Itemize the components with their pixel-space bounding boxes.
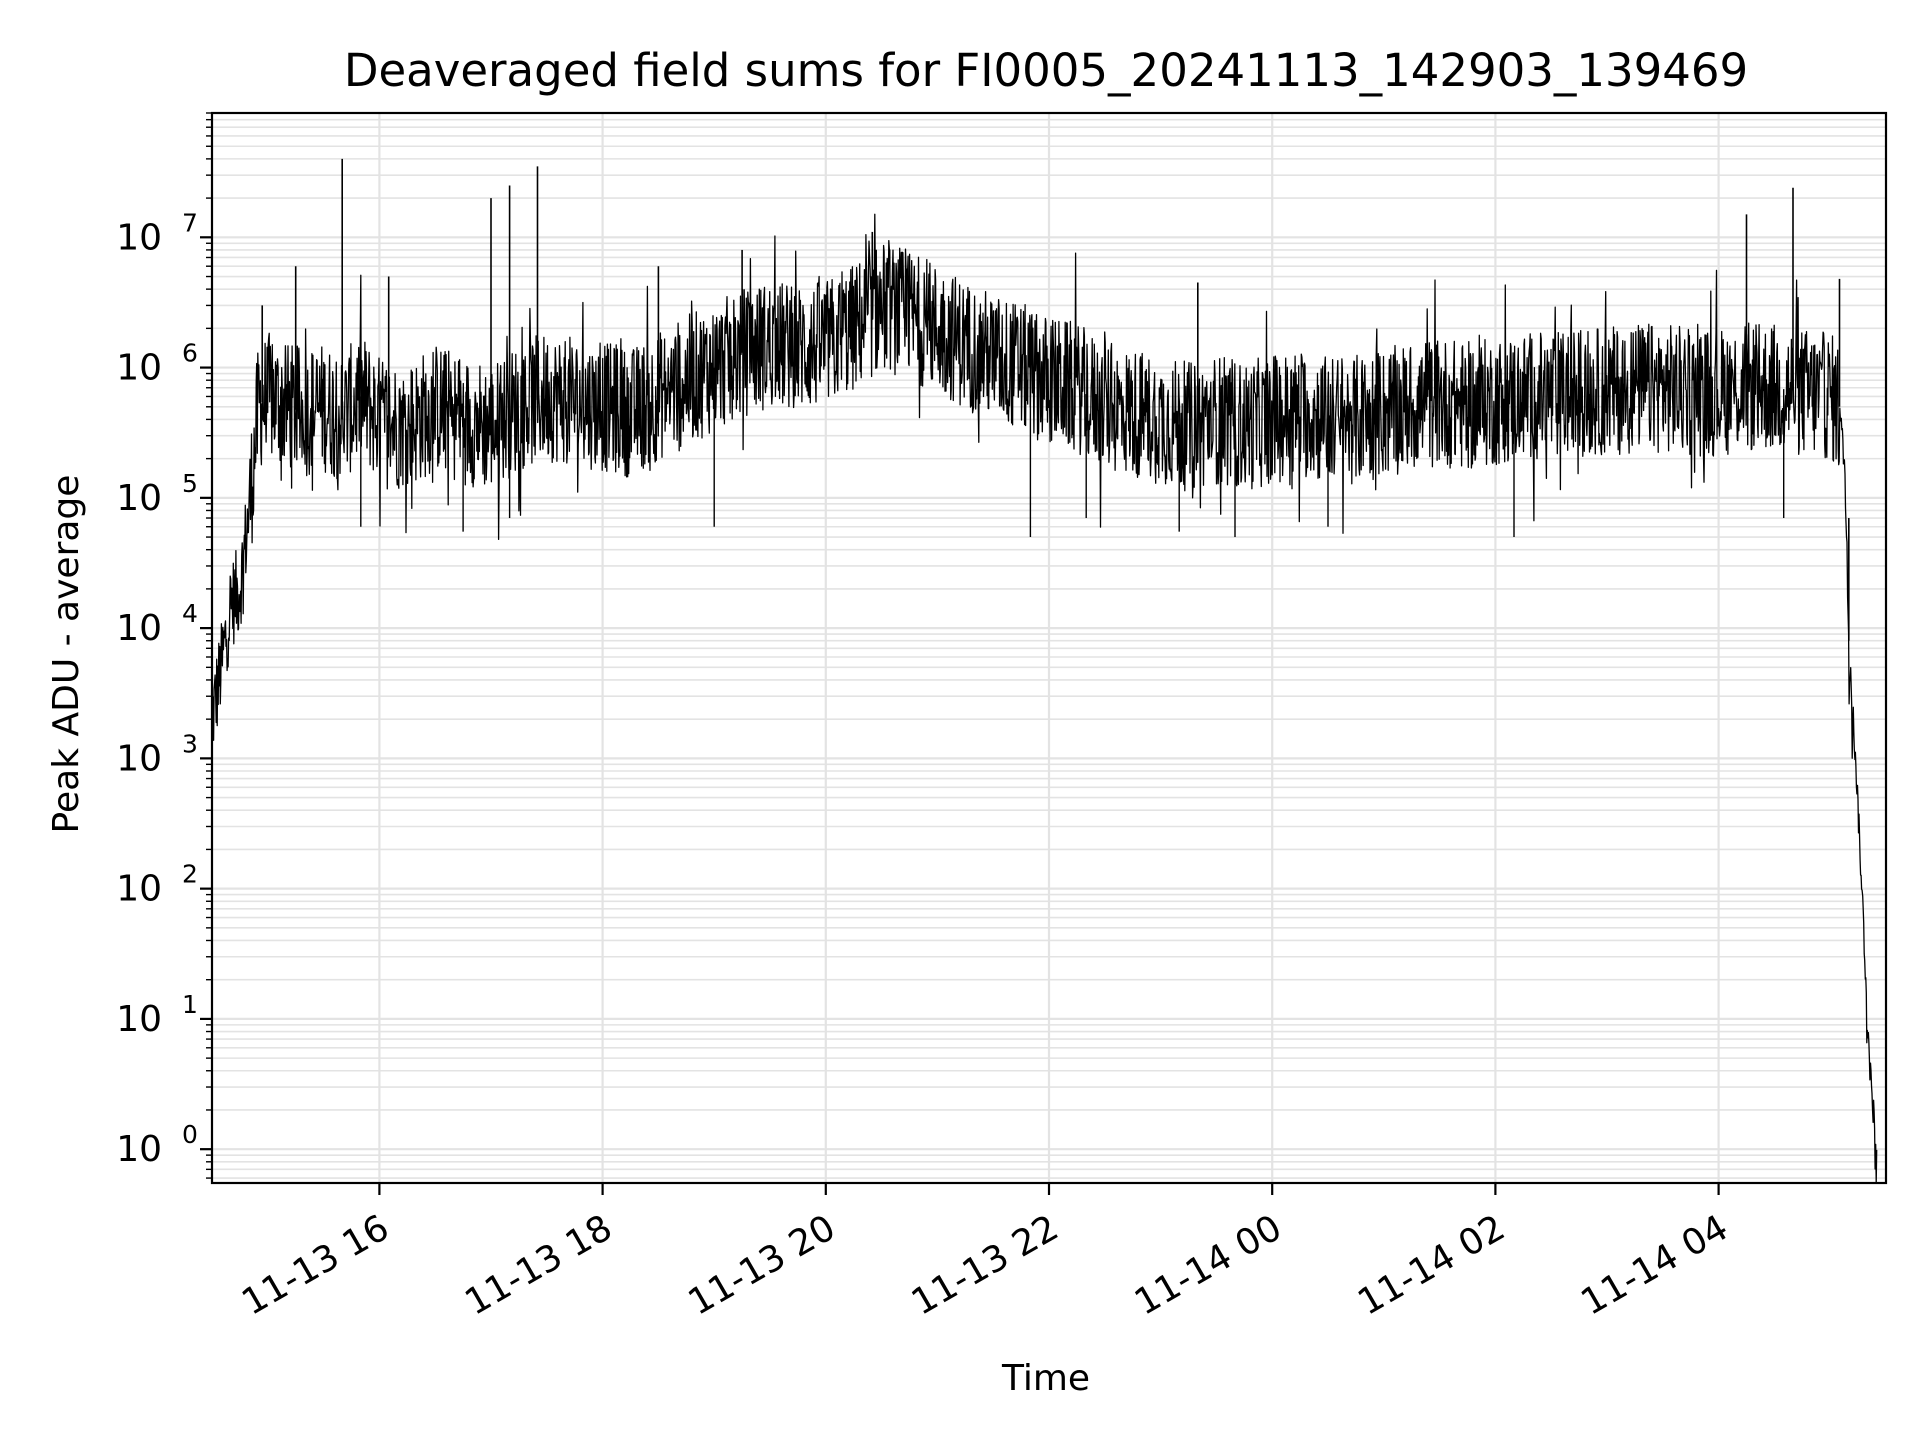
y-tick-exponent: 0 bbox=[182, 1120, 198, 1149]
y-tick-exponent: 7 bbox=[182, 208, 198, 237]
series-line-group bbox=[211, 158, 1878, 1184]
y-tick-exponent: 4 bbox=[182, 599, 198, 628]
y-tick-exponent: 5 bbox=[182, 469, 198, 498]
x-axis-label: Time bbox=[1001, 1358, 1090, 1399]
y-tick-label: 10 bbox=[116, 738, 162, 779]
y-tick-label: 10 bbox=[116, 608, 162, 649]
y-tick-label: 10 bbox=[116, 1129, 162, 1170]
chart-title: Deaveraged field sums for FI0005_2024111… bbox=[344, 44, 1748, 97]
y-tick-exponent: 6 bbox=[182, 339, 198, 368]
y-tick-exponent: 1 bbox=[182, 990, 198, 1019]
y-tick-exponent: 3 bbox=[182, 729, 198, 758]
y-tick-label: 10 bbox=[116, 999, 162, 1040]
y-tick-label: 10 bbox=[116, 348, 162, 389]
y-tick-exponent: 2 bbox=[182, 860, 198, 889]
series-line bbox=[211, 213, 1878, 1184]
y-tick-label: 10 bbox=[116, 869, 162, 910]
y-tick-label: 10 bbox=[116, 217, 162, 258]
y-axis-label: Peak ADU - average bbox=[46, 475, 87, 834]
y-axis: 10 0 10 1 10 2 10 3 10 4 10 5 10 6 10 7 bbox=[116, 112, 212, 1179]
y-tick-label: 10 bbox=[116, 478, 162, 519]
